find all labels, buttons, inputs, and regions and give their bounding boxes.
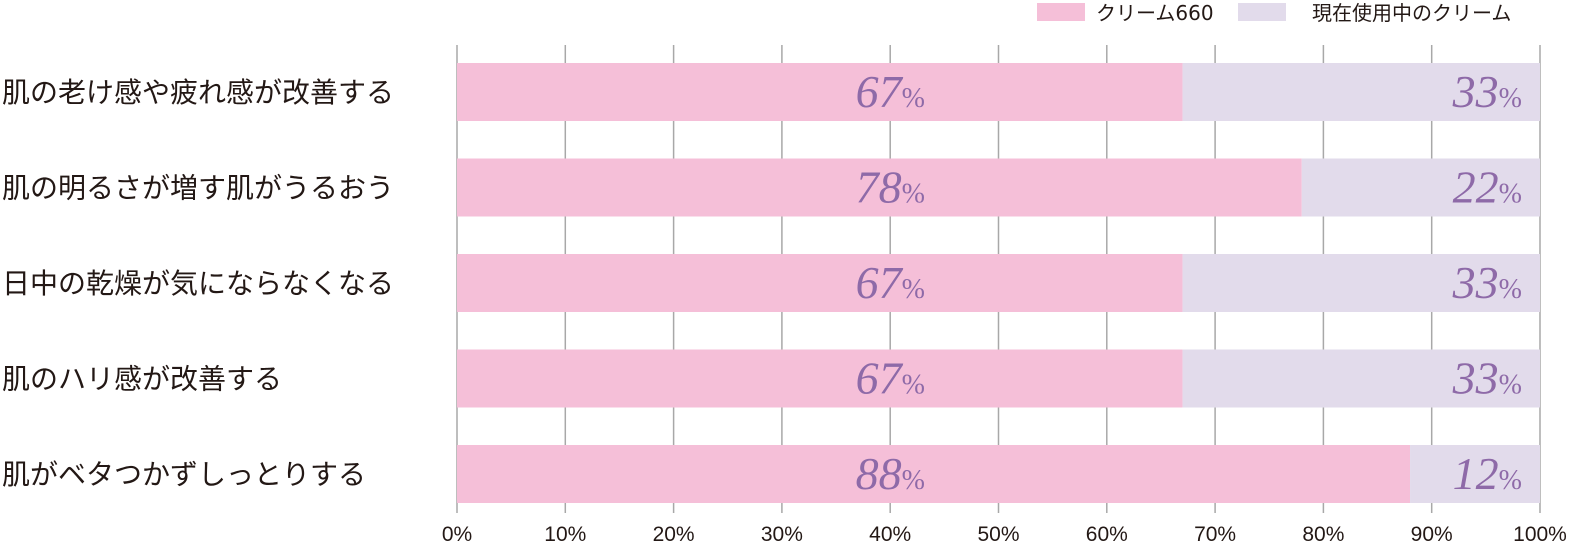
data-label-current-cream: 33% <box>1452 353 1522 404</box>
data-label-current-cream: 12% <box>1453 448 1522 499</box>
data-label-value: 12 <box>1453 448 1499 499</box>
category-labels: 肌の老け感や疲れ感が改善する肌の明るさが増す肌がうるおう日中の乾燥が気にならなく… <box>2 76 394 491</box>
bar-current-cream <box>1182 254 1540 312</box>
x-tick-label: 100% <box>1513 523 1567 544</box>
data-label-unit: % <box>1499 465 1522 496</box>
x-tick-label: 40% <box>869 523 911 544</box>
data-label-current-cream: 33% <box>1452 257 1522 308</box>
legend-swatch-cream660 <box>1037 3 1085 21</box>
legend: クリーム660 現在使用中のクリーム <box>1037 1 1511 25</box>
data-label-value: 33 <box>1452 66 1499 117</box>
data-labels: 67% 33%78% 22%67% 33%67% 33%88% 12% <box>856 66 1522 499</box>
category-label: 肌の老け感や疲れ感が改善する <box>2 76 394 109</box>
x-tick-label: 10% <box>544 523 586 544</box>
x-tick-label: 50% <box>977 523 1019 544</box>
data-label-unit: % <box>1499 179 1522 210</box>
x-tick-label: 60% <box>1086 523 1128 544</box>
category-label: 日中の乾燥が気にならなくなる <box>2 267 394 300</box>
bar-cream660 <box>457 158 1302 217</box>
data-label-unit: % <box>902 179 925 210</box>
data-label-unit: % <box>1499 370 1522 401</box>
data-label-cream660: 67% <box>856 353 925 404</box>
bar-current-cream <box>1301 158 1540 217</box>
data-label-cream660: 88% <box>856 448 925 499</box>
data-label-cream660: 78% <box>856 162 925 213</box>
legend-label-cream660: クリーム660 <box>1096 1 1214 25</box>
x-tick-label: 30% <box>761 523 803 544</box>
data-label-value: 88 <box>856 448 902 499</box>
bar-current-cream <box>1182 63 1540 121</box>
bar-current-cream <box>1182 349 1540 408</box>
data-label-value: 22 <box>1453 162 1499 213</box>
data-label-value: 67 <box>856 257 904 308</box>
data-label-unit: % <box>1499 274 1522 305</box>
x-tick-label: 70% <box>1194 523 1236 544</box>
data-label-value: 67 <box>856 353 904 404</box>
bar-cream660 <box>457 254 1183 312</box>
data-label-unit: % <box>902 83 925 114</box>
data-label-value: 67 <box>856 66 904 117</box>
bars <box>457 63 1540 503</box>
bar-cream660 <box>457 349 1183 408</box>
data-label-cream660: 67% <box>856 257 925 308</box>
bar-cream660 <box>457 445 1411 503</box>
legend-label-current-cream: 現在使用中のクリーム <box>1312 1 1511 25</box>
x-tick-label: 0% <box>442 523 472 544</box>
data-label-value: 33 <box>1452 257 1499 308</box>
data-label-unit: % <box>1499 83 1522 114</box>
category-label: 肌がベタつかずしっとりする <box>2 458 366 491</box>
category-label: 肌の明るさが増す肌がうるおう <box>2 172 394 205</box>
data-label-value: 78 <box>856 162 902 213</box>
legend-swatch-current-cream <box>1238 3 1286 21</box>
data-label-cream660: 67% <box>856 66 925 117</box>
data-label-current-cream: 22% <box>1453 162 1522 213</box>
x-tick-label: 20% <box>653 523 695 544</box>
data-label-unit: % <box>902 274 925 305</box>
x-tick-label: 80% <box>1302 523 1344 544</box>
bar-cream660 <box>457 63 1183 121</box>
category-label: 肌のハリ感が改善する <box>2 363 282 396</box>
x-axis-tick-labels: 0% 10% 20% 30% 40% 50% 60% 70% 80% 90% 100% <box>442 523 1567 544</box>
data-label-unit: % <box>902 370 925 401</box>
data-label-current-cream: 33% <box>1452 66 1522 117</box>
data-label-unit: % <box>902 465 925 496</box>
bar-current-cream <box>1410 445 1540 503</box>
x-tick-label: 90% <box>1411 523 1453 544</box>
data-label-value: 33 <box>1452 353 1499 404</box>
